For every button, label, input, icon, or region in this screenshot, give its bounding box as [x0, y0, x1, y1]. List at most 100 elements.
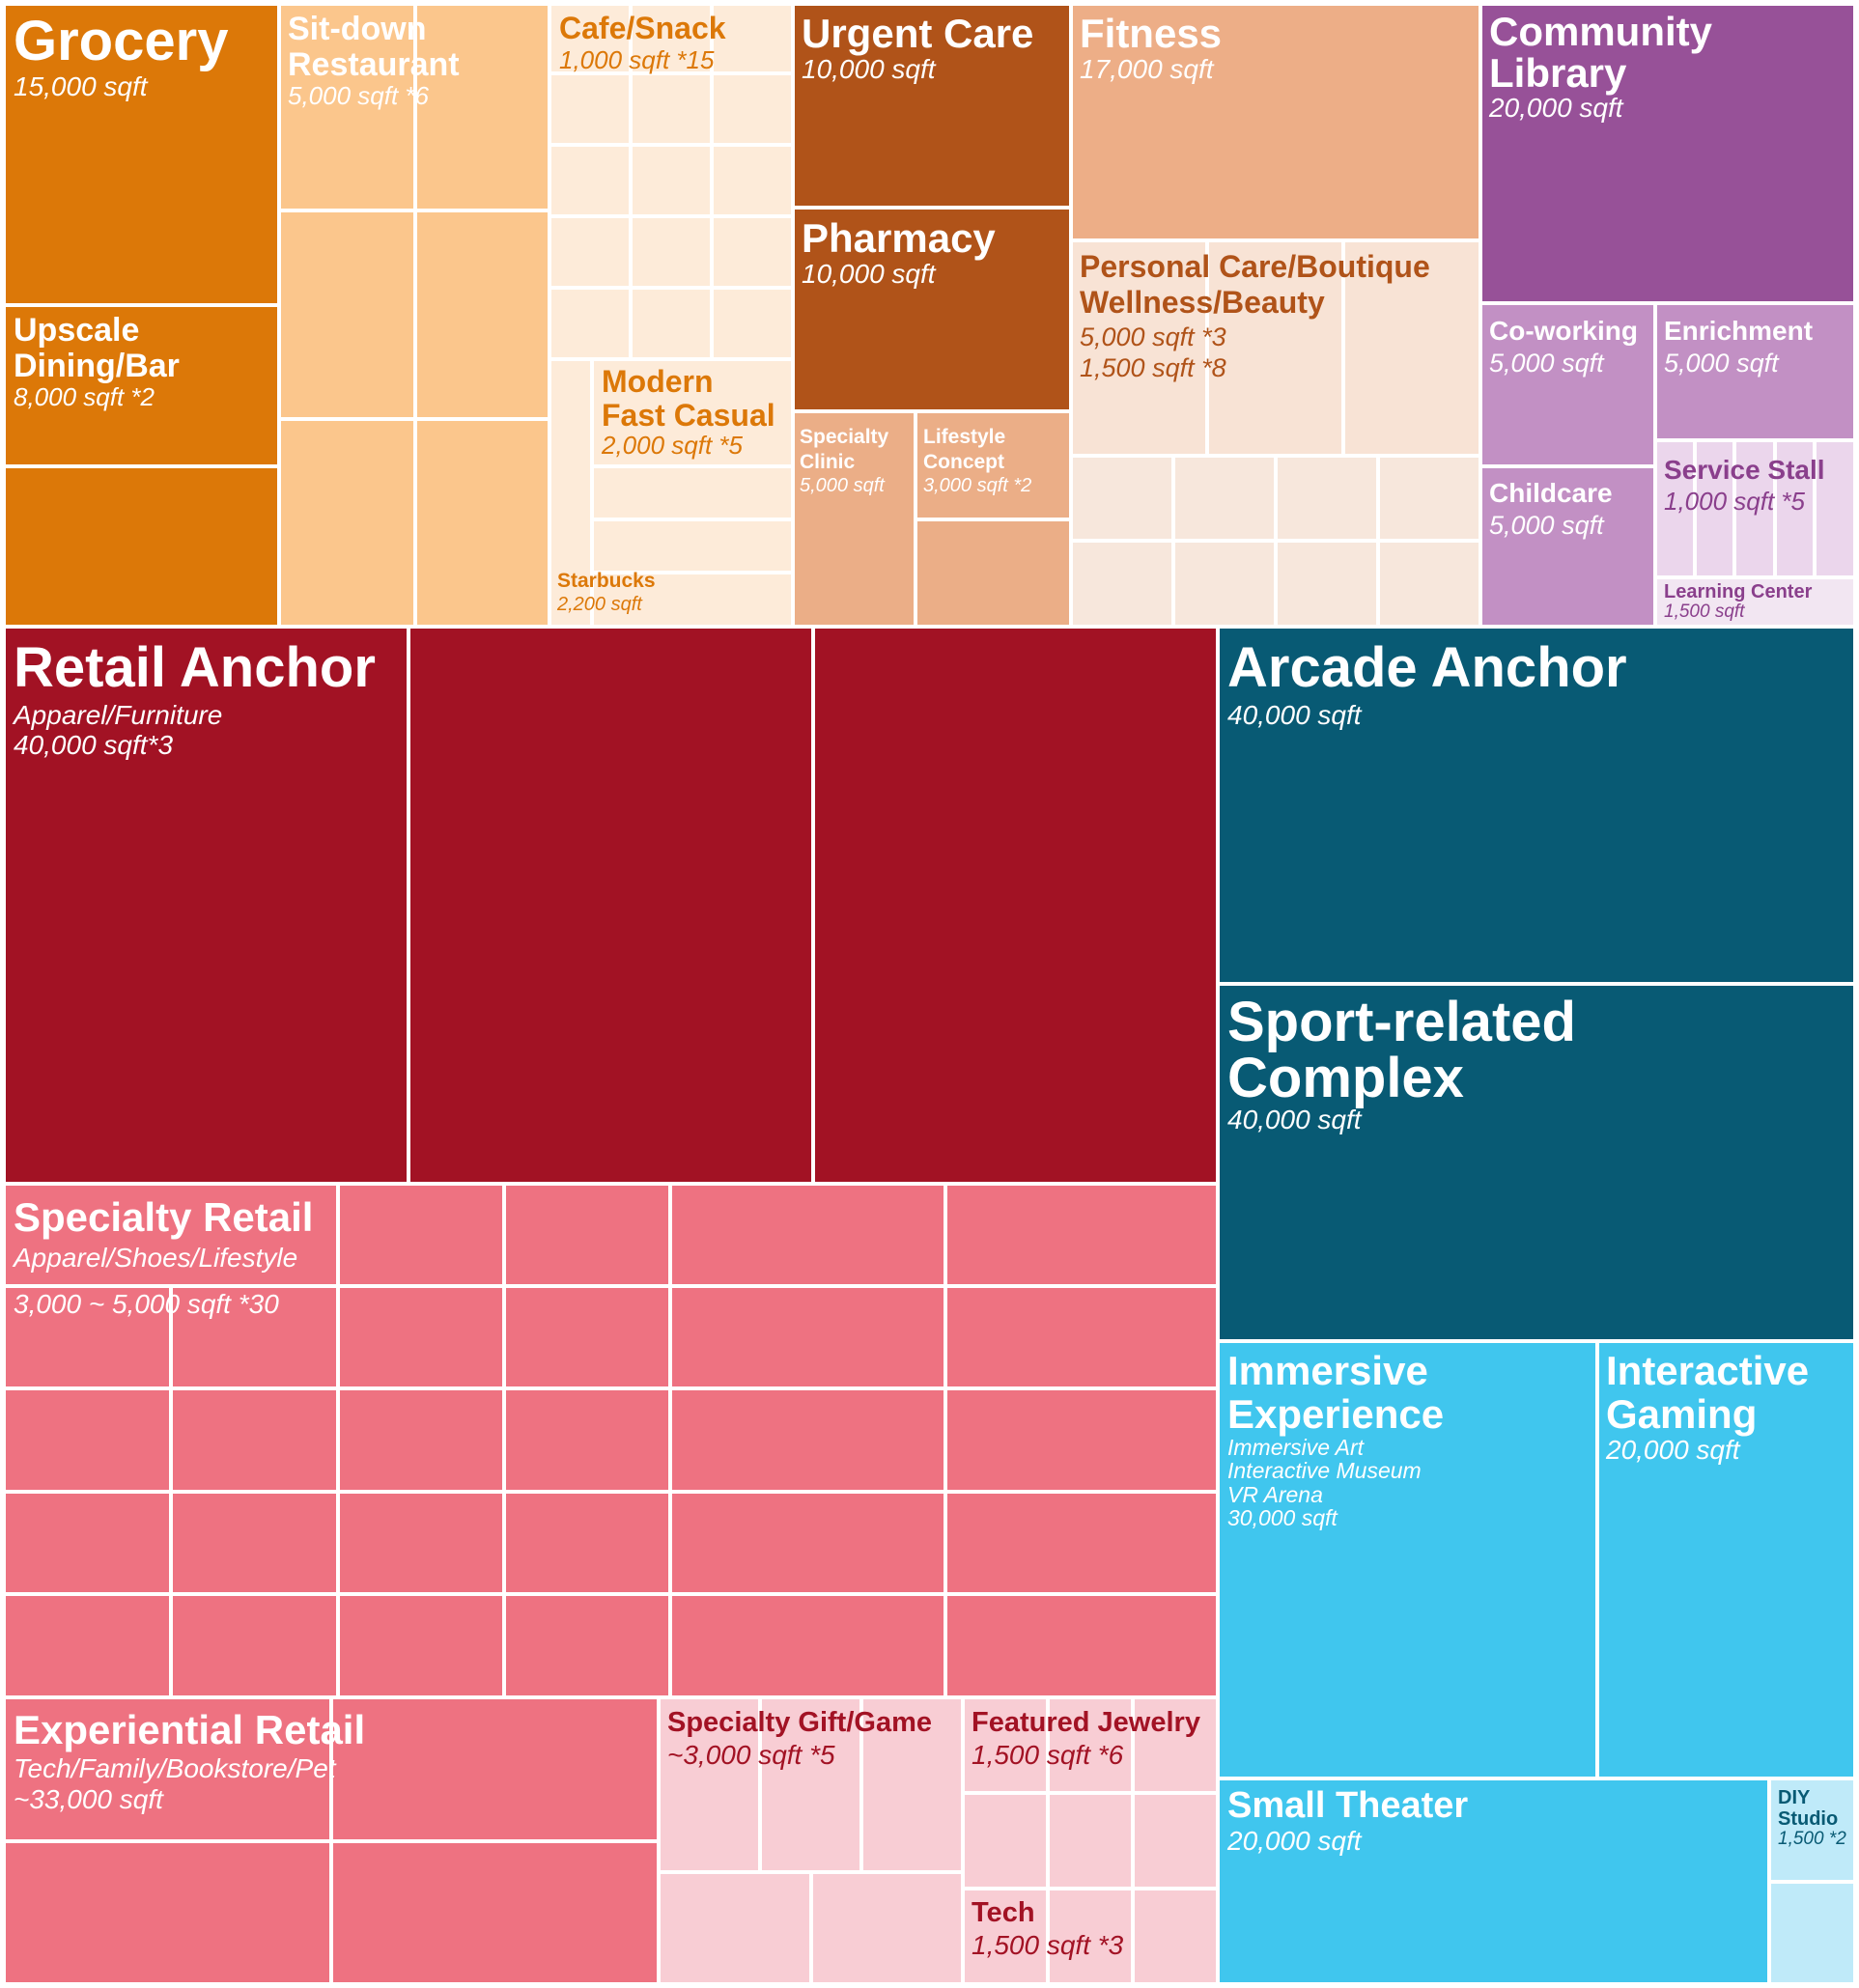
boutique-wellness-cell: [1173, 456, 1276, 541]
specialty-retail-cell: [504, 1388, 670, 1492]
specialty-gift-cell: [760, 1697, 861, 1872]
modern-fast-casual-cell: [592, 359, 793, 466]
specialty-retail-cell: [4, 1286, 171, 1388]
sitdown-restaurant-cell: [279, 210, 415, 419]
grocery-cell: [4, 4, 279, 305]
specialty-retail-cell: [670, 1594, 945, 1697]
personal-care-cell: [1343, 240, 1480, 456]
experiential-retail-cell: [4, 1697, 331, 1841]
learning-center-cell: [1655, 577, 1855, 627]
sport-complex-cell: [1218, 984, 1855, 1341]
specialty-retail-cell: [4, 1184, 338, 1286]
service-stall-cell: [1734, 440, 1775, 577]
community-library-cell: [1480, 4, 1855, 303]
service-stall-cell: [1655, 440, 1695, 577]
cafe-snack-cell: [549, 216, 631, 288]
specialty-retail-cell: [338, 1184, 504, 1286]
retail-anchor-cell: [4, 627, 408, 1184]
specialty-gift-cell: [861, 1697, 963, 1872]
specialty-gift-cell: [659, 1697, 760, 1872]
specialty-retail-cell: [670, 1492, 945, 1594]
sitdown-restaurant-cell: [279, 4, 415, 210]
cafe-snack-cell: [631, 145, 712, 216]
specialty-retail-cell: [338, 1388, 504, 1492]
service-stall-cell: [1775, 440, 1815, 577]
co-working-cell: [1480, 303, 1655, 466]
specialty-retail-cell: [338, 1594, 504, 1697]
starbucks-cell: [549, 359, 592, 627]
boutique-wellness-cell: [1378, 541, 1480, 627]
experiential-retail-cell: [4, 1841, 331, 1984]
cafe-snack-cell: [549, 4, 631, 73]
lifestyle-concept-cell: [915, 411, 1071, 519]
service-stall-cell: [1815, 440, 1855, 577]
enrichment-cell: [1655, 303, 1855, 440]
specialty-gift-cell: [659, 1872, 811, 1984]
specialty-retail-cell: [670, 1184, 945, 1286]
specialty-retail-cell: [171, 1388, 338, 1492]
specialty-retail-cell: [338, 1286, 504, 1388]
experiential-retail-cell: [331, 1697, 659, 1841]
specialty-retail-cell: [670, 1388, 945, 1492]
personal-care-cell: [1071, 240, 1207, 456]
featured-jewelry-cell: [1048, 1793, 1133, 1889]
cafe-snack-cell: [712, 73, 793, 145]
boutique-wellness-cell: [1276, 541, 1378, 627]
pharmacy-cell: [793, 208, 1071, 411]
specialty-retail-cell: [945, 1594, 1218, 1697]
immersive-experience-cell: [1218, 1341, 1597, 1778]
boutique-wellness-cell: [1071, 456, 1173, 541]
cafe-snack-cell: [631, 216, 712, 288]
specialty-retail-cell: [945, 1184, 1218, 1286]
sitdown-restaurant-cell: [415, 210, 549, 419]
cafe-snack-cell: [712, 288, 793, 359]
modern-fast-casual-cell: [592, 466, 793, 519]
specialty-retail-cell: [670, 1286, 945, 1388]
specialty-retail-cell: [504, 1594, 670, 1697]
modern-fast-casual-cell: [592, 573, 793, 627]
specialty-retail-cell: [504, 1286, 670, 1388]
specialty-retail-cell: [504, 1492, 670, 1594]
featured-jewelry-cell: [1133, 1697, 1218, 1793]
specialty-clinic-cell: [793, 411, 915, 627]
personal-care-cell: [1207, 240, 1343, 456]
fitness-cell: [1071, 4, 1480, 240]
sitdown-restaurant-cell: [415, 4, 549, 210]
featured-jewelry-cell: [1048, 1697, 1133, 1793]
boutique-wellness-cell: [1276, 456, 1378, 541]
featured-jewelry-cell: [963, 1793, 1048, 1889]
featured-jewelry-cell: [963, 1889, 1048, 1984]
cafe-snack-cell: [631, 288, 712, 359]
boutique-wellness-cell: [1173, 541, 1276, 627]
diy-studio-cell: [1769, 1882, 1855, 1984]
specialty-retail-cell: [171, 1492, 338, 1594]
featured-jewelry-cell: [963, 1697, 1048, 1793]
cafe-snack-cell: [631, 73, 712, 145]
specialty-retail-cell: [945, 1286, 1218, 1388]
experiential-retail-cell: [331, 1841, 659, 1984]
specialty-retail-cell: [171, 1286, 338, 1388]
upscale-dining-cell: [4, 305, 279, 466]
boutique-wellness-cell: [1378, 456, 1480, 541]
retail-anchor-cell: [813, 627, 1218, 1184]
interactive-gaming-cell: [1597, 1341, 1855, 1778]
arcade-anchor-cell: [1218, 627, 1855, 984]
cafe-snack-cell: [712, 145, 793, 216]
cafe-snack-cell: [712, 216, 793, 288]
childcare-cell: [1480, 466, 1655, 627]
sitdown-restaurant-cell: [279, 419, 415, 627]
urgent-care-cell: [793, 4, 1071, 208]
specialty-retail-cell: [945, 1388, 1218, 1492]
cafe-snack-cell: [549, 145, 631, 216]
featured-jewelry-cell: [1048, 1889, 1133, 1984]
specialty-retail-cell: [945, 1492, 1218, 1594]
specialty-retail-cell: [171, 1594, 338, 1697]
specialty-retail-cell: [4, 1388, 171, 1492]
cafe-snack-cell: [549, 73, 631, 145]
featured-jewelry-cell: [1133, 1889, 1218, 1984]
specialty-retail-cell: [4, 1492, 171, 1594]
upscale-dining-cell: [4, 466, 279, 627]
modern-fast-casual-cell: [592, 519, 793, 573]
diy-studio-cell: [1769, 1778, 1855, 1882]
